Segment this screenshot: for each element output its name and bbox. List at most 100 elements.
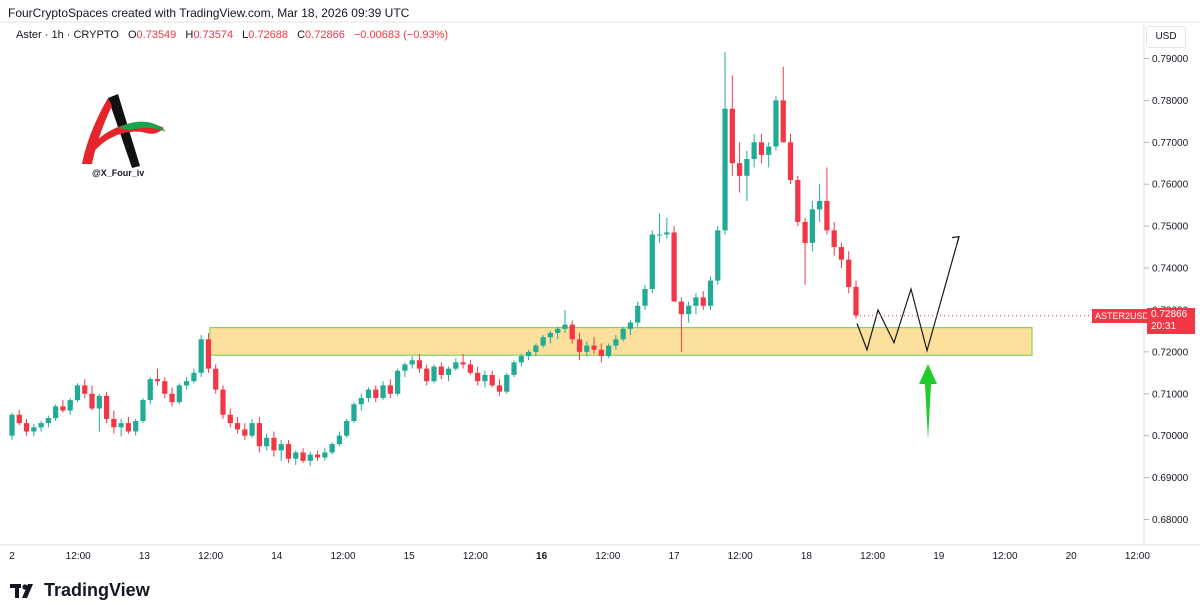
candle-body bbox=[627, 322, 634, 329]
candle-body bbox=[307, 454, 313, 461]
time-tick-label: 12:00 bbox=[728, 551, 753, 562]
candle-body bbox=[533, 345, 539, 352]
candle-down bbox=[300, 448, 306, 463]
candle-body bbox=[53, 406, 59, 419]
ticker-tag: ASTER2USD bbox=[1092, 309, 1153, 323]
candle-body bbox=[693, 297, 699, 306]
candle-up bbox=[402, 362, 408, 378]
candle-body bbox=[787, 142, 794, 181]
candle-up bbox=[53, 404, 59, 422]
candle-body bbox=[613, 339, 619, 346]
candle-body bbox=[395, 370, 401, 394]
author-handle: @X_Four_iv bbox=[92, 168, 145, 178]
candle-down bbox=[162, 377, 168, 398]
candle-down bbox=[227, 408, 233, 428]
candle-up bbox=[722, 52, 728, 235]
candle-down bbox=[736, 142, 743, 193]
time-tick-label: 18 bbox=[801, 551, 813, 562]
candle-down bbox=[103, 391, 110, 424]
candle-body bbox=[242, 429, 248, 436]
candle-up bbox=[329, 441, 335, 455]
candle-body bbox=[489, 374, 495, 386]
candle-up bbox=[540, 335, 546, 348]
candle-up bbox=[249, 418, 255, 438]
candle-down bbox=[60, 400, 66, 413]
candle-up bbox=[664, 217, 670, 239]
candle-down bbox=[787, 133, 794, 185]
time-tick-label: 14 bbox=[271, 551, 283, 562]
candle-up bbox=[562, 309, 568, 334]
candle-up bbox=[751, 133, 757, 168]
candle-body bbox=[358, 397, 364, 405]
candle-down bbox=[802, 217, 808, 285]
tradingview-brand[interactable]: TradingView bbox=[10, 580, 150, 601]
candle-body bbox=[154, 379, 161, 382]
candle-down bbox=[89, 385, 95, 411]
candle-body bbox=[322, 452, 328, 458]
candle-up bbox=[766, 142, 772, 168]
price-tick-label: 0.71000 bbox=[1152, 389, 1189, 400]
chart-credit: FourCryptoSpaces created with TradingVie… bbox=[8, 6, 410, 20]
candle-body bbox=[722, 108, 728, 231]
legend-symbol[interactable]: Aster · 1h · CRYPTO bbox=[16, 29, 119, 41]
candle-body bbox=[329, 444, 335, 453]
candle-up bbox=[118, 418, 124, 437]
candle-up bbox=[809, 200, 815, 252]
candle-down bbox=[780, 66, 786, 143]
candle-up bbox=[547, 330, 554, 344]
candle-up bbox=[45, 415, 51, 428]
candle-up bbox=[96, 393, 102, 432]
candle-up bbox=[336, 431, 343, 447]
legend-close-value: 0.72866 bbox=[305, 29, 345, 41]
candle-up bbox=[613, 335, 619, 350]
candle-down bbox=[678, 297, 684, 352]
candle-body bbox=[824, 200, 830, 231]
candle-body bbox=[140, 400, 146, 422]
candle-up bbox=[9, 412, 15, 440]
candle-up bbox=[140, 397, 146, 424]
candle-body bbox=[729, 108, 735, 164]
candle-body bbox=[74, 385, 81, 401]
candle-down bbox=[795, 175, 801, 227]
candle-body bbox=[598, 349, 604, 357]
candle-down bbox=[23, 418, 30, 436]
candle-down bbox=[700, 291, 706, 310]
candle-body bbox=[496, 385, 503, 392]
time-tick-label: 20 bbox=[1066, 551, 1078, 562]
candle-body bbox=[162, 381, 168, 394]
candle-up bbox=[74, 383, 81, 403]
candle-body bbox=[234, 423, 241, 430]
candle-body bbox=[700, 297, 706, 306]
candle-body bbox=[525, 351, 532, 357]
candle-body bbox=[293, 452, 299, 459]
candle-up bbox=[67, 397, 73, 415]
price-tick-label: 0.69000 bbox=[1152, 473, 1189, 484]
candle-up bbox=[198, 335, 204, 378]
candle-body bbox=[424, 368, 430, 382]
candle-body bbox=[256, 423, 262, 447]
candle-body bbox=[23, 423, 30, 432]
candle-up bbox=[817, 184, 823, 222]
candle-up bbox=[584, 341, 590, 357]
time-tick-label: 17 bbox=[668, 551, 680, 562]
candle-down bbox=[234, 416, 241, 434]
candle-body bbox=[103, 395, 110, 419]
candle-up bbox=[191, 368, 197, 384]
candle-body bbox=[387, 385, 393, 394]
candle-body bbox=[780, 100, 786, 143]
currency-selector[interactable]: USD bbox=[1146, 26, 1186, 48]
candle-body bbox=[191, 372, 197, 382]
candle-down bbox=[824, 167, 830, 235]
candle-body bbox=[45, 418, 51, 424]
candle-down bbox=[591, 337, 597, 354]
candle-down bbox=[467, 360, 473, 375]
legend-open-label: O bbox=[127, 29, 137, 41]
candle-down bbox=[125, 416, 132, 434]
candle-body bbox=[336, 435, 343, 445]
candle-up bbox=[533, 343, 539, 357]
candle-down bbox=[496, 379, 503, 396]
candle-body bbox=[773, 100, 779, 147]
candle-up bbox=[686, 301, 692, 323]
candle-up bbox=[38, 421, 44, 432]
